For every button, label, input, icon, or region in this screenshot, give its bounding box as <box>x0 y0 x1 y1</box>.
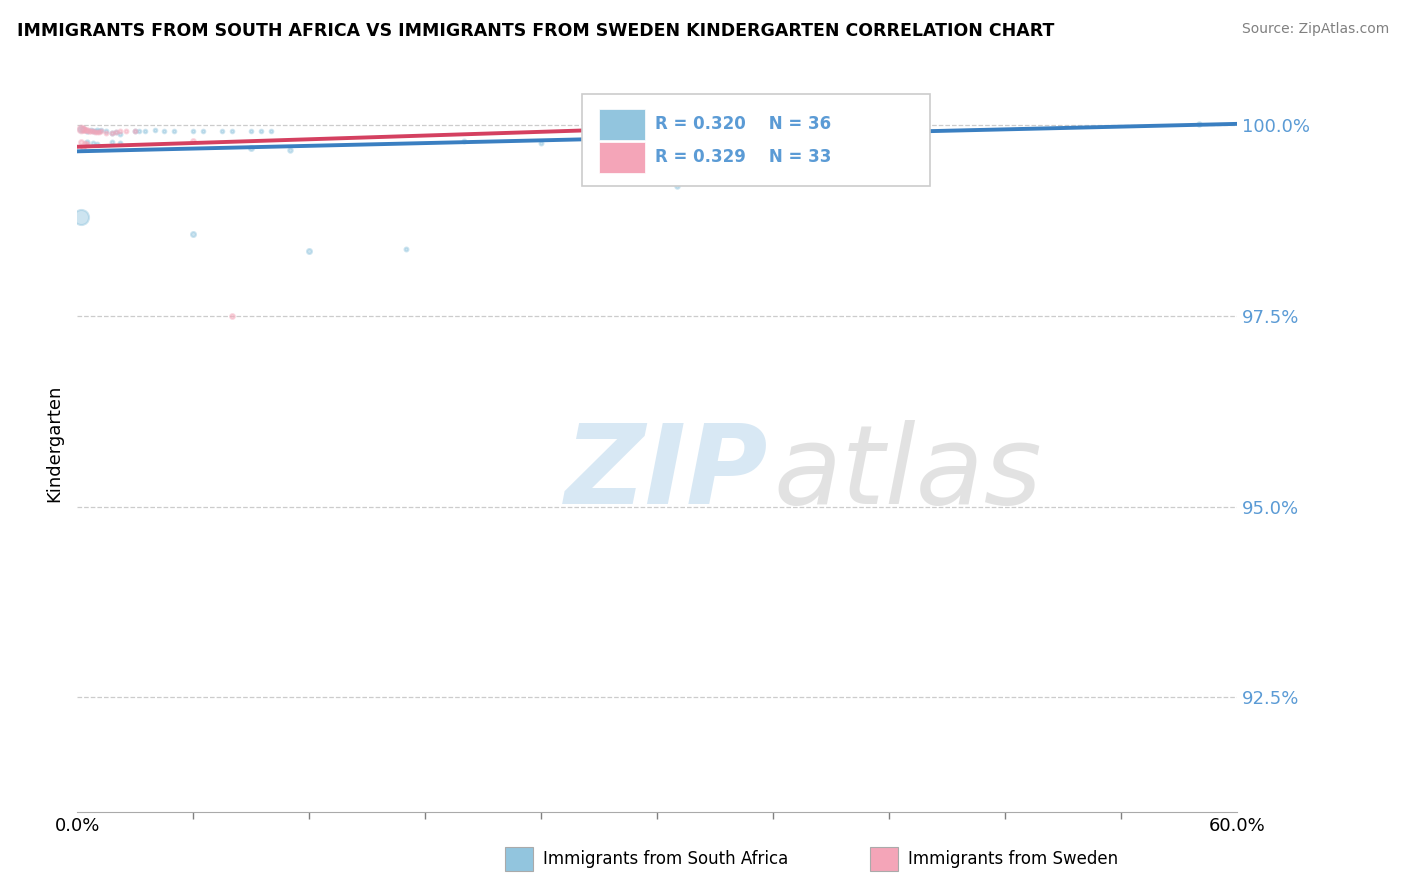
Text: Immigrants from South Africa: Immigrants from South Africa <box>543 849 787 868</box>
FancyBboxPatch shape <box>582 95 929 186</box>
Text: R = 0.329    N = 33: R = 0.329 N = 33 <box>655 148 831 166</box>
Point <box>124 124 146 138</box>
Point <box>211 124 233 138</box>
Point <box>77 124 100 138</box>
Point <box>86 125 108 139</box>
Text: Immigrants from Sweden: Immigrants from Sweden <box>908 849 1118 868</box>
Point <box>90 124 111 138</box>
Point <box>395 242 418 256</box>
Point <box>250 124 273 138</box>
FancyBboxPatch shape <box>599 142 644 173</box>
Point <box>70 122 93 136</box>
Point <box>153 124 176 138</box>
Point <box>70 122 93 136</box>
Point <box>453 135 475 149</box>
Point <box>183 227 205 241</box>
Point <box>70 210 93 224</box>
Point <box>82 124 104 138</box>
Point <box>96 126 118 140</box>
Point <box>90 123 111 137</box>
Point <box>108 124 131 138</box>
Point <box>82 136 104 150</box>
Text: ZIP: ZIP <box>565 420 768 526</box>
Point <box>87 124 110 138</box>
Point <box>108 127 131 141</box>
Point <box>83 125 105 139</box>
Point <box>260 124 283 138</box>
Point <box>101 126 124 140</box>
Text: IMMIGRANTS FROM SOUTH AFRICA VS IMMIGRANTS FROM SWEDEN KINDERGARTEN CORRELATION : IMMIGRANTS FROM SOUTH AFRICA VS IMMIGRAN… <box>17 22 1054 40</box>
Point <box>163 124 186 138</box>
Point <box>128 124 150 138</box>
Point <box>82 124 104 138</box>
Point <box>143 123 166 137</box>
Point <box>240 141 263 155</box>
Point <box>83 124 105 138</box>
Point <box>134 124 156 138</box>
Point <box>124 124 146 138</box>
Point <box>665 179 688 194</box>
Point <box>80 123 103 137</box>
Point <box>75 123 96 137</box>
Point <box>76 124 98 138</box>
Point <box>86 137 108 152</box>
Point <box>86 123 108 137</box>
FancyBboxPatch shape <box>599 109 644 140</box>
Point <box>87 125 110 139</box>
Point <box>278 143 301 157</box>
Point <box>72 141 94 155</box>
Point <box>96 124 118 138</box>
Point <box>221 309 243 323</box>
Point <box>183 124 205 138</box>
Point <box>191 124 214 138</box>
Point <box>76 135 98 149</box>
Point <box>221 124 243 138</box>
Y-axis label: Kindergarten: Kindergarten <box>45 385 63 502</box>
Point <box>1187 117 1209 131</box>
Text: atlas: atlas <box>773 420 1042 526</box>
Point <box>105 125 127 139</box>
Point <box>101 135 124 149</box>
Point <box>183 135 205 149</box>
Text: R = 0.320    N = 36: R = 0.320 N = 36 <box>655 115 831 133</box>
Point <box>101 126 124 140</box>
Point <box>72 122 94 136</box>
Point <box>240 124 263 138</box>
Point <box>108 136 131 150</box>
Point <box>105 125 127 139</box>
Point <box>70 135 93 149</box>
Point <box>80 124 103 138</box>
Point <box>298 244 321 259</box>
Point <box>114 124 136 138</box>
Point <box>72 122 94 136</box>
Point <box>530 136 553 150</box>
Text: Source: ZipAtlas.com: Source: ZipAtlas.com <box>1241 22 1389 37</box>
Point <box>75 136 96 150</box>
Point <box>76 136 98 151</box>
Point <box>76 123 98 137</box>
